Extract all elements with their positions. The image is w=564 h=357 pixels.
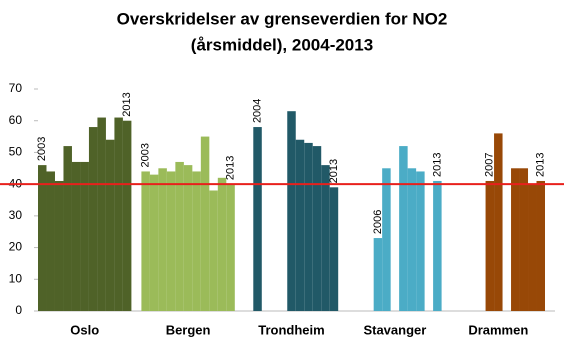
x-tick-label: Bergen bbox=[166, 322, 211, 337]
bar bbox=[373, 238, 383, 311]
year-label: 2013 bbox=[121, 92, 133, 116]
bar bbox=[519, 168, 529, 311]
bar bbox=[80, 161, 89, 311]
bar bbox=[485, 180, 495, 311]
bar bbox=[511, 168, 520, 311]
y-tick-label: 10 bbox=[9, 271, 23, 285]
bar bbox=[149, 174, 159, 311]
year-label: 2006 bbox=[372, 210, 384, 234]
bar bbox=[287, 111, 296, 311]
bar bbox=[105, 139, 115, 311]
bar bbox=[63, 146, 72, 311]
bar bbox=[71, 161, 81, 311]
bar bbox=[253, 127, 262, 311]
bar bbox=[38, 165, 47, 311]
bar bbox=[536, 180, 545, 311]
y-tick-label: 30 bbox=[9, 208, 23, 222]
bar bbox=[54, 180, 64, 311]
y-tick-label: 20 bbox=[9, 240, 23, 254]
bar bbox=[329, 187, 339, 311]
year-label: 2007 bbox=[484, 152, 496, 176]
bar bbox=[321, 165, 330, 311]
x-tick-label: Trondheim bbox=[258, 322, 324, 337]
bar bbox=[382, 168, 391, 311]
chart-title: Overskridelser av grenseverdien for NO2 bbox=[117, 9, 448, 28]
bar bbox=[200, 136, 210, 311]
bar bbox=[416, 171, 425, 311]
bar bbox=[158, 168, 167, 311]
bar bbox=[304, 142, 313, 311]
year-label: 2013 bbox=[431, 152, 443, 176]
bar bbox=[97, 117, 106, 312]
bar bbox=[407, 168, 417, 311]
bar bbox=[114, 117, 123, 312]
bar bbox=[226, 184, 235, 311]
chart-title: (årsmiddel), 2004-2013 bbox=[191, 35, 373, 54]
bar bbox=[141, 171, 150, 311]
bar bbox=[183, 165, 193, 311]
year-label: 2003 bbox=[36, 137, 48, 161]
year-label: 2003 bbox=[140, 143, 152, 167]
bar bbox=[209, 190, 218, 311]
y-tick-label: 0 bbox=[15, 303, 22, 317]
y-tick-label: 70 bbox=[9, 81, 23, 95]
bar bbox=[312, 146, 322, 311]
bar bbox=[295, 139, 305, 311]
bar bbox=[88, 127, 98, 311]
year-label: 2013 bbox=[224, 156, 236, 180]
bar bbox=[122, 120, 132, 311]
bar bbox=[494, 133, 503, 311]
x-tick-label: Drammen bbox=[468, 322, 528, 337]
bar bbox=[46, 171, 55, 311]
y-tick-label: 50 bbox=[9, 145, 23, 159]
year-label: 2013 bbox=[328, 159, 340, 183]
bar bbox=[528, 184, 537, 311]
year-label: 2013 bbox=[535, 152, 547, 176]
bar bbox=[175, 161, 184, 311]
bar bbox=[217, 177, 227, 311]
year-label: 2004 bbox=[251, 99, 263, 123]
bar bbox=[192, 171, 201, 311]
y-tick-label: 60 bbox=[9, 113, 23, 127]
x-tick-label: Oslo bbox=[70, 322, 99, 337]
x-tick-label: Stavanger bbox=[363, 322, 426, 337]
bar bbox=[433, 180, 442, 311]
bar bbox=[166, 171, 176, 311]
bar bbox=[399, 146, 408, 311]
